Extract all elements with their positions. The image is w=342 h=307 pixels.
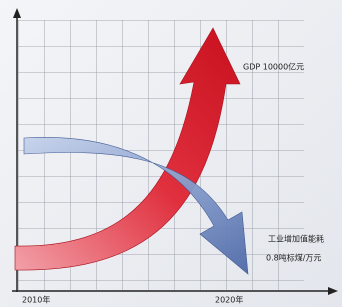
start-year: 2010年	[22, 295, 50, 305]
end-year: 2020年	[215, 295, 243, 305]
energy-value: 0.8吨标煤/万元	[266, 253, 321, 263]
diagram: GDP 10000亿元 工业增加值能耗 0.8吨标煤/万元 2010年 2020…	[0, 0, 342, 307]
gdp-label: GDP 10000亿元	[243, 62, 304, 72]
energy-title: 工业增加值能耗	[268, 234, 324, 244]
